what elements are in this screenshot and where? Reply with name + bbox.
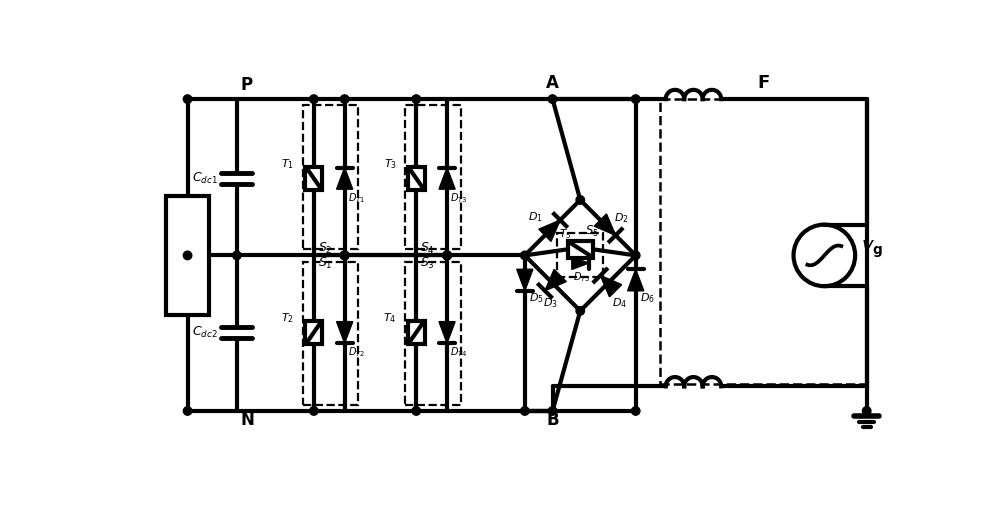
Text: $D_{T4}$: $D_{T4}$ (450, 345, 468, 360)
Circle shape (631, 407, 640, 415)
Circle shape (576, 196, 584, 204)
Text: $D_{T3}$: $D_{T3}$ (450, 191, 468, 206)
Bar (568, 241, 593, 258)
Polygon shape (572, 257, 589, 270)
Bar (303, 105, 358, 249)
Text: PV: PV (177, 241, 198, 255)
Polygon shape (539, 220, 560, 241)
Polygon shape (594, 214, 616, 235)
Polygon shape (439, 322, 455, 343)
Polygon shape (439, 168, 455, 189)
Text: $S_5$: $S_5$ (585, 224, 599, 239)
Text: N: N (241, 411, 255, 429)
Text: $T_4$: $T_4$ (383, 312, 397, 325)
Circle shape (340, 251, 349, 260)
Polygon shape (517, 269, 533, 291)
Circle shape (521, 251, 529, 260)
Text: $D_4$: $D_4$ (612, 296, 627, 310)
Bar (405, 105, 461, 249)
Polygon shape (545, 269, 566, 291)
Text: A: A (546, 74, 559, 91)
Text: $T_2$: $T_2$ (281, 312, 294, 325)
Circle shape (443, 251, 451, 260)
Circle shape (183, 251, 192, 260)
Text: F: F (757, 74, 770, 91)
Bar (305, 167, 322, 190)
Bar (408, 321, 425, 344)
Circle shape (548, 407, 557, 415)
Circle shape (310, 95, 318, 104)
Bar (166, 196, 209, 315)
Text: $C_{dc1}$: $C_{dc1}$ (192, 171, 217, 186)
Text: $C_{dc2}$: $C_{dc2}$ (192, 325, 217, 340)
Text: B: B (546, 411, 559, 429)
Circle shape (183, 407, 192, 415)
Text: $D_6$: $D_6$ (640, 291, 655, 306)
Text: $D_5$: $D_5$ (529, 291, 544, 306)
Text: $D_1$: $D_1$ (528, 210, 543, 224)
Bar (405, 262, 461, 405)
Text: $D_2$: $D_2$ (614, 212, 629, 225)
Polygon shape (600, 276, 622, 297)
Polygon shape (337, 168, 353, 189)
Bar (305, 321, 322, 344)
Text: $S_4$: $S_4$ (420, 241, 435, 257)
Circle shape (340, 95, 349, 104)
Circle shape (340, 251, 349, 260)
Bar (408, 167, 425, 190)
Text: $T_3$: $T_3$ (384, 158, 397, 171)
Text: $v_{\bf g}$: $v_{\bf g}$ (861, 238, 883, 260)
Text: $T_1$: $T_1$ (281, 158, 294, 171)
Text: $D_{T1}$: $D_{T1}$ (348, 191, 365, 206)
Text: $S_2$: $S_2$ (318, 241, 332, 257)
Circle shape (548, 95, 557, 104)
Text: $T_5$: $T_5$ (559, 227, 571, 241)
Polygon shape (337, 322, 353, 343)
Polygon shape (628, 269, 644, 291)
Circle shape (233, 251, 241, 260)
Text: $D_3$: $D_3$ (543, 296, 558, 310)
Circle shape (631, 251, 640, 260)
Bar (303, 262, 358, 405)
Text: $D_{T2}$: $D_{T2}$ (348, 345, 365, 360)
Text: $S_1$: $S_1$ (318, 256, 332, 271)
Circle shape (443, 251, 451, 260)
Circle shape (443, 251, 451, 260)
Circle shape (412, 407, 420, 415)
Circle shape (631, 95, 640, 104)
Circle shape (412, 95, 420, 104)
Circle shape (310, 407, 318, 415)
Circle shape (443, 251, 451, 260)
Text: Cell: Cell (173, 265, 202, 279)
Bar (660, 99, 867, 384)
Text: $S_3$: $S_3$ (420, 256, 435, 271)
Text: $D_{T5}$: $D_{T5}$ (573, 270, 590, 284)
Circle shape (576, 307, 584, 315)
Circle shape (521, 407, 529, 415)
Text: P: P (241, 76, 253, 94)
Circle shape (183, 95, 192, 104)
Circle shape (340, 251, 349, 260)
Bar (557, 233, 603, 277)
Circle shape (862, 407, 871, 415)
